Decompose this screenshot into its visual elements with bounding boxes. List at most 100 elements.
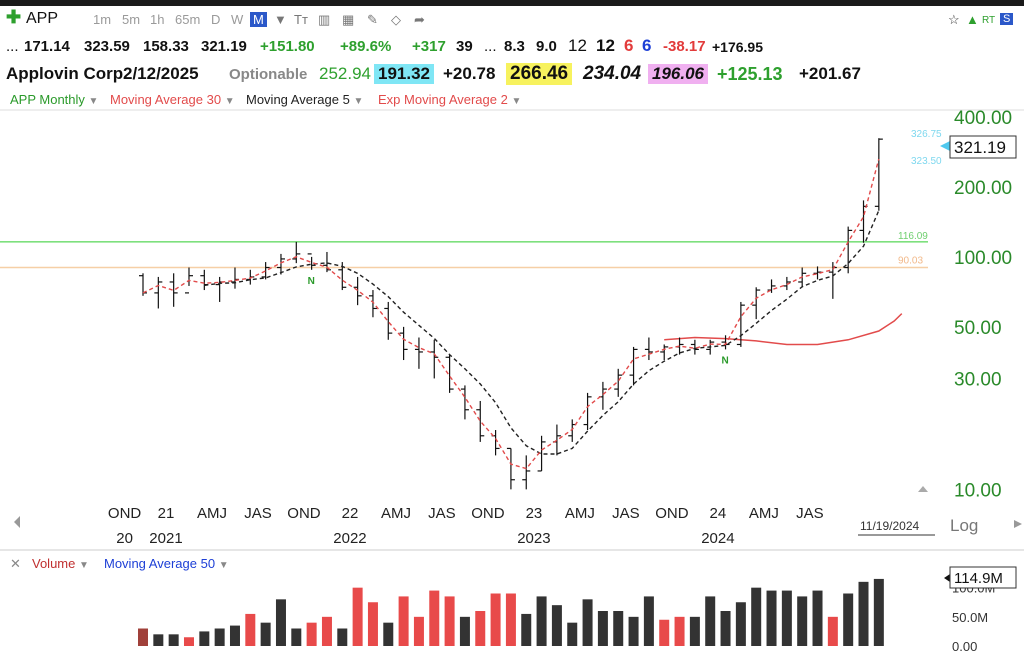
italic-value: 234.04 xyxy=(583,63,642,84)
open-value: 171.14 xyxy=(24,38,70,55)
realtime-badge[interactable]: RT xyxy=(982,15,996,26)
volume-bar xyxy=(291,628,302,646)
chart-legend: APP Monthly ▼ Moving Average 30 ▼ Moving… xyxy=(0,92,1024,108)
volume-bar xyxy=(628,616,639,646)
y-tick-label: 50.00 xyxy=(954,318,1002,339)
price-value: 252.94 xyxy=(319,64,371,83)
legend-ma30[interactable]: Moving Average 30 ▼ xyxy=(110,92,235,107)
ohlc-bar xyxy=(767,279,776,293)
legend-dropdown-icon: ▼ xyxy=(353,96,364,107)
timeframe-65m[interactable]: 65m xyxy=(175,12,201,27)
legend-ma5-label: Moving Average 5 xyxy=(246,92,350,107)
ohlc-bar xyxy=(460,385,469,420)
volume-bar xyxy=(367,602,378,646)
date-label: 11/19/2024 xyxy=(860,519,919,533)
timeframe-w[interactable]: W xyxy=(231,12,244,27)
stat-4: 12 xyxy=(568,36,587,55)
ma30-line xyxy=(664,313,903,346)
scroll-up-icon xyxy=(918,486,928,492)
volume-bar xyxy=(689,616,700,646)
y-tick-label: 30.00 xyxy=(954,369,1002,390)
volume-bar xyxy=(321,616,332,646)
legend-ema2[interactable]: Exp Moving Average 2 ▼ xyxy=(378,92,521,107)
right-label-bottom: 323.50 xyxy=(911,156,942,167)
volume-bar xyxy=(597,611,608,646)
last-price-pointer xyxy=(940,141,950,151)
reference-label-orange: 90.03 xyxy=(898,255,923,266)
pencil-icon[interactable]: ✎ xyxy=(367,12,378,27)
new-high-marker: N xyxy=(308,276,315,287)
ohlc-bar xyxy=(690,339,699,355)
timeframe-m[interactable]: M xyxy=(250,12,267,27)
volume-bar xyxy=(475,611,486,646)
dropdown-icon[interactable]: ▼ xyxy=(274,12,287,27)
ohlc-bar xyxy=(307,253,316,270)
bars-icon[interactable]: ▥ xyxy=(318,12,331,27)
x-tick-label: JAS xyxy=(612,505,640,522)
x-tick-label: JAS xyxy=(428,505,456,522)
volume-last-box xyxy=(949,566,1017,589)
ohlc-bar xyxy=(752,287,761,320)
volume-bar xyxy=(352,587,363,646)
ohlc-bar xyxy=(660,344,669,361)
volume-bar xyxy=(613,611,624,646)
x-tick-label: OND xyxy=(655,505,689,522)
volume-tick-label: 0.00 xyxy=(952,639,977,654)
company-name: Applovin Corp xyxy=(6,64,124,83)
volume-legend: ✕ Volume ▼ Moving Average 50 ▼ xyxy=(0,556,1024,572)
stat-7: 6 xyxy=(642,36,652,55)
share-icon[interactable]: ➦ xyxy=(414,12,425,27)
volume-bar xyxy=(873,578,884,646)
legend-volume[interactable]: Volume ▼ xyxy=(32,556,89,571)
ohlc-bar xyxy=(583,392,592,431)
ohlc-bar xyxy=(445,354,454,393)
legend-ma5[interactable]: Moving Average 5 ▼ xyxy=(246,92,363,107)
volume-bar xyxy=(858,581,869,646)
quote-date: 2/12/2025 xyxy=(123,64,199,83)
volume-close-icon[interactable]: ✕ xyxy=(10,556,21,571)
ohlc-bar xyxy=(384,301,393,340)
info-row: Applovin Corp 2/12/2025 Optionable 252.9… xyxy=(0,63,1024,88)
legend-volume-ma50[interactable]: Moving Average 50 ▼ xyxy=(104,556,229,571)
nav-icon[interactable]: ▲ xyxy=(966,12,979,27)
x-tick-label: AMJ xyxy=(565,505,595,522)
timeframe-1m[interactable]: 1m xyxy=(93,12,112,27)
x-year-label: 2021 xyxy=(149,530,182,547)
symbol-label[interactable]: APP xyxy=(26,10,59,27)
volume-bar xyxy=(383,622,394,646)
s-badge[interactable]: S xyxy=(1000,13,1014,25)
stat-9: +176.95 xyxy=(712,39,763,55)
volume-bar xyxy=(413,616,424,646)
rs-value: +317 xyxy=(412,38,446,55)
legend-dropdown-icon: ▼ xyxy=(88,96,99,107)
timeframe-d[interactable]: D xyxy=(211,12,221,27)
volume-bar xyxy=(245,613,256,646)
timeframe-5m[interactable]: 5m xyxy=(122,12,141,27)
text-tool-icon[interactable]: Tт xyxy=(294,12,308,27)
volume-bar xyxy=(536,596,547,646)
green-change: +125.13 xyxy=(717,64,783,84)
note-icon[interactable]: ◇ xyxy=(391,12,401,27)
ohlc-bar xyxy=(261,262,270,280)
volume-bar xyxy=(582,599,593,646)
calculator-icon[interactable]: ▦ xyxy=(342,12,355,27)
x-tick-label: AMJ xyxy=(381,505,411,522)
timeframe-1h[interactable]: 1h xyxy=(150,12,165,27)
stat-8: -38.17 xyxy=(663,38,706,55)
optionable-label: Optionable xyxy=(229,66,308,83)
volume-bar xyxy=(551,605,562,646)
high-value: 323.59 xyxy=(84,38,130,55)
x-tick-label: 23 xyxy=(526,505,543,522)
ohlc-bar xyxy=(537,435,546,472)
ohlc-bar xyxy=(644,337,653,361)
star-icon[interactable]: ☆ xyxy=(948,12,960,27)
legend-dropdown-icon: ▼ xyxy=(224,96,235,107)
legend-symbol-period[interactable]: APP Monthly ▼ xyxy=(10,92,98,107)
last-price-box xyxy=(949,135,1017,159)
add-symbol-icon[interactable]: ✚ xyxy=(6,7,22,27)
quote-ellipsis: ... xyxy=(6,38,19,55)
ohlc-bar xyxy=(844,226,853,274)
volume-bar xyxy=(827,616,838,646)
last-change: +201.67 xyxy=(799,64,861,83)
